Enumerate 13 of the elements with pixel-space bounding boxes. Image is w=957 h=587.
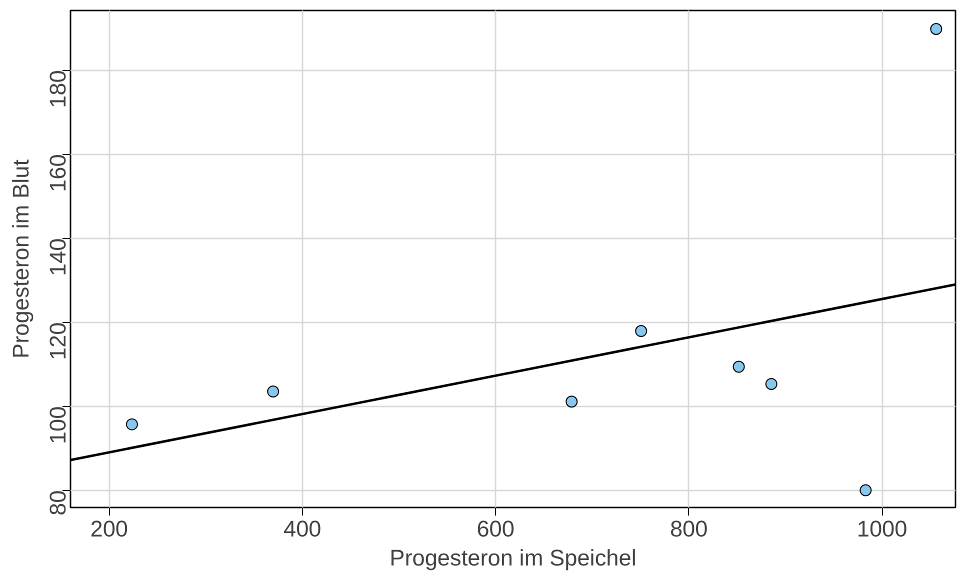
y-axis-title: Progesteron im Blut xyxy=(8,158,34,358)
y-tick-label: 80 xyxy=(44,490,70,516)
x-axis-title: Progesteron im Speichel xyxy=(390,544,636,570)
x-tick-label: 1000 xyxy=(856,516,908,542)
y-tick-label: 120 xyxy=(44,322,70,360)
y-tick-label: 100 xyxy=(44,406,70,444)
x-tick-label: 600 xyxy=(476,516,515,542)
y-tick-label: 160 xyxy=(44,154,70,192)
y-tick-label: 180 xyxy=(44,70,70,108)
x-tick-label: 800 xyxy=(670,516,708,542)
x-tick-label: 400 xyxy=(283,516,322,542)
x-tick-label: 200 xyxy=(90,516,128,542)
y-tick-label: 140 xyxy=(44,238,70,276)
